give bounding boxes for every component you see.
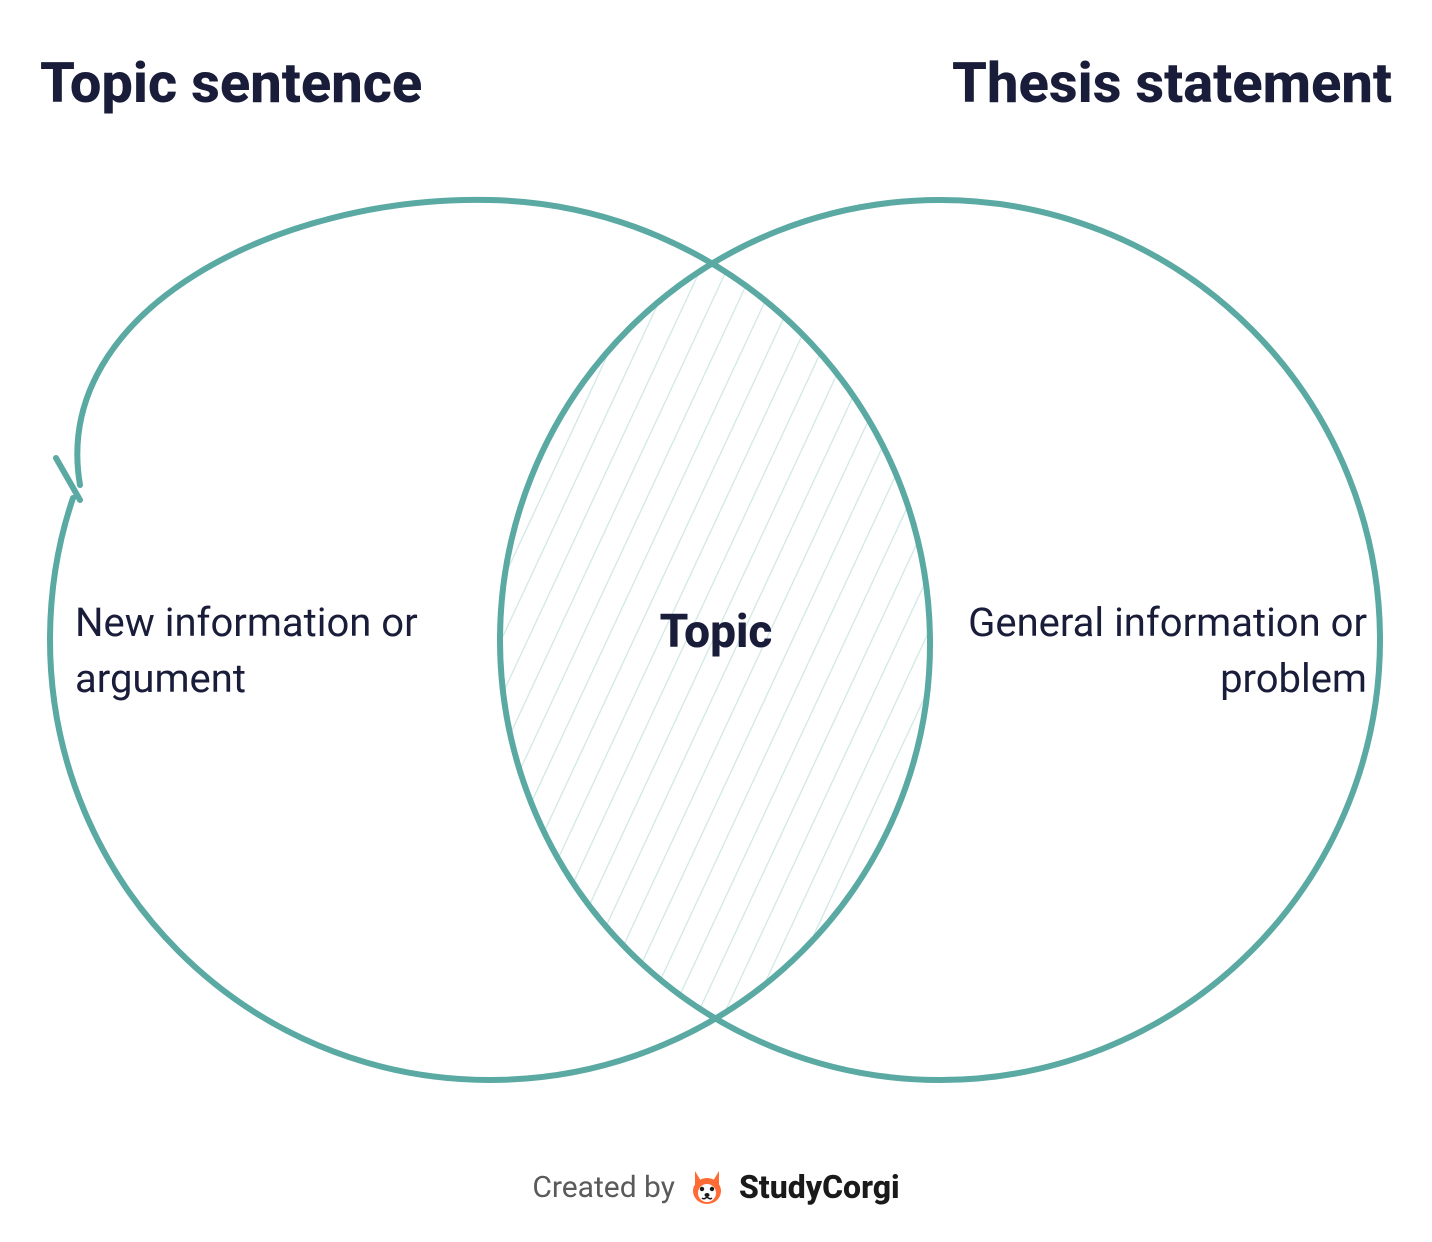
corgi-icon — [687, 1167, 727, 1207]
venn-right-label: General information or problem — [967, 595, 1367, 707]
venn-left-title: Topic sentence — [40, 50, 422, 116]
footer: Created by StudyCorgi — [0, 1167, 1432, 1207]
footer-brand: StudyCorgi — [739, 1168, 900, 1206]
footer-created-by: Created by — [532, 1170, 675, 1205]
venn-right-title: Thesis statement — [952, 50, 1392, 116]
